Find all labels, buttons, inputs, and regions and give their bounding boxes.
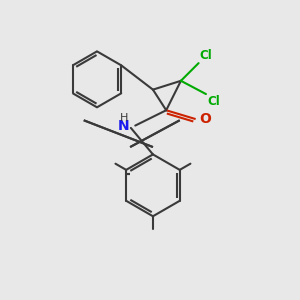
Text: H: H: [120, 112, 129, 123]
Text: N: N: [118, 118, 129, 133]
Text: O: O: [199, 112, 211, 126]
Text: Cl: Cl: [207, 95, 220, 108]
Text: Cl: Cl: [200, 49, 212, 62]
